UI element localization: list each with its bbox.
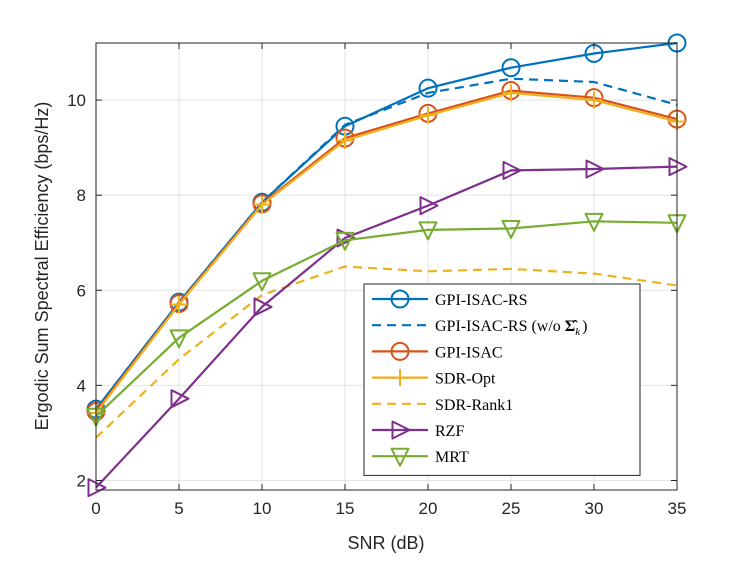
data-point-mrt: [418, 221, 438, 241]
y-axis-title: Ergodic Sum Spectral Efficiency (bps/Hz): [32, 102, 52, 431]
legend-marker-sdr-opt: [391, 369, 409, 387]
x-tick-label: 10: [253, 499, 272, 518]
legend-label-sdr-opt: SDR-Opt: [435, 371, 496, 388]
legend-label-sdr-rank1: SDR-Rank1: [435, 397, 513, 414]
ticks: 0 5 10 15 20 25 30 35 2 4 6 8 10: [67, 43, 686, 518]
data-point-gpi-isac-rs: [418, 78, 438, 98]
series-line-rzf: [95, 165, 678, 489]
x-axis-title: SNR (dB): [347, 533, 424, 553]
data-point-sdr-opt: [585, 91, 603, 109]
legend-label-gpi-isac-rs: GPI-ISAC-RS: [435, 292, 527, 309]
legend-close-paren: ): [582, 318, 587, 335]
y-tick-label: 6: [77, 281, 86, 300]
legend-marker-gpi-isac-rs: [390, 289, 410, 309]
data-point-rzf: [419, 196, 439, 216]
series-line-sdr-opt: [95, 91, 678, 414]
legend-symbol: Σ̂: [565, 318, 578, 335]
data-point-mrt: [169, 329, 189, 349]
legend-box: [363, 283, 641, 476]
y-tick-label: 8: [77, 186, 86, 205]
legend-label-rzf: RZF: [435, 423, 464, 440]
data-point-rzf: [502, 160, 522, 180]
legend-label-mrt: MRT: [435, 449, 469, 466]
x-tick-label: 30: [585, 499, 604, 518]
series-rzf: [87, 157, 688, 498]
x-tick-label: 15: [336, 499, 355, 518]
series-line-sdr-rank1: [95, 265, 678, 439]
data-point-sdr-opt: [502, 84, 520, 102]
data-point-gpi-isac-rs: [501, 58, 521, 78]
data-point-sdr-opt: [336, 131, 354, 149]
x-tick-label: 25: [502, 499, 521, 518]
plot-frame: [95, 42, 678, 491]
legend-label-gpi-isac-rs-w-o-k: GPI-ISAC-RS (w/o Σ̂k): [435, 318, 587, 338]
plot-lines: [86, 33, 688, 498]
legend-marker-mrt: [390, 447, 410, 467]
data-point-rzf: [253, 297, 273, 317]
legend-marker-rzf: [391, 420, 411, 440]
legend: GPI-ISAC-RS GPI-ISAC-RS (w/o Σ̂k) GPI-ISAC…: [363, 283, 641, 476]
series-sdr-rank1: [95, 265, 678, 439]
series-line-mrt: [95, 220, 678, 418]
data-point-mrt: [501, 219, 521, 239]
data-point-mrt: [335, 231, 355, 251]
x-tick-label: 0: [91, 499, 100, 518]
data-point-mrt: [252, 272, 272, 292]
legend-marker-gpi-isac: [390, 341, 410, 361]
y-tick-label: 4: [77, 376, 86, 395]
data-point-sdr-opt: [170, 296, 188, 314]
data-point-rzf: [668, 157, 688, 177]
data-point-rzf: [87, 478, 107, 498]
data-point-rzf: [585, 159, 605, 179]
data-point-sdr-opt: [253, 196, 271, 214]
y-tick-label: 10: [67, 91, 86, 110]
x-tick-label: 20: [419, 499, 438, 518]
data-point-mrt: [584, 212, 604, 232]
legend-label-gpi-isac: GPI-ISAC: [435, 344, 503, 361]
data-point-rzf: [170, 389, 190, 409]
data-point-sdr-opt: [419, 106, 437, 124]
x-tick-label: 35: [668, 499, 687, 518]
y-tick-label: 2: [77, 471, 86, 490]
x-tick-label: 5: [174, 499, 183, 518]
legend-subscript: k: [575, 326, 581, 338]
